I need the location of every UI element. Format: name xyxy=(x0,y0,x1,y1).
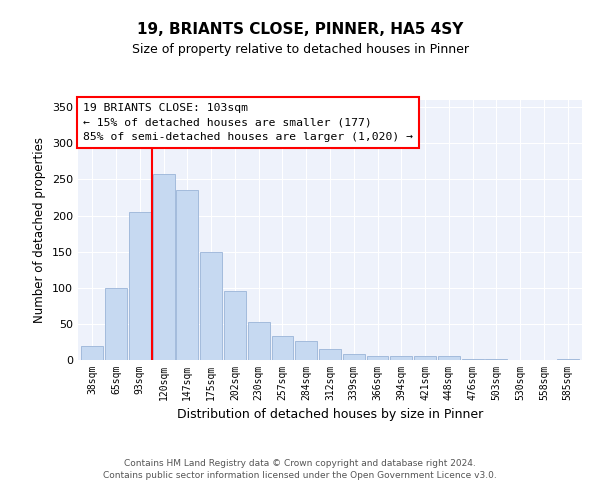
Bar xyxy=(438,356,460,360)
Text: 19 BRIANTS CLOSE: 103sqm
← 15% of detached houses are smaller (177)
85% of semi-: 19 BRIANTS CLOSE: 103sqm ← 15% of detach… xyxy=(83,102,413,142)
Bar xyxy=(462,358,484,360)
Bar xyxy=(248,322,269,360)
Y-axis label: Number of detached properties: Number of detached properties xyxy=(34,137,46,323)
Bar xyxy=(129,212,151,360)
Bar xyxy=(367,356,388,360)
Text: 19, BRIANTS CLOSE, PINNER, HA5 4SY: 19, BRIANTS CLOSE, PINNER, HA5 4SY xyxy=(137,22,463,38)
Text: Contains HM Land Registry data © Crown copyright and database right 2024.
Contai: Contains HM Land Registry data © Crown c… xyxy=(103,458,497,480)
Bar xyxy=(82,346,103,360)
Bar xyxy=(414,356,436,360)
Bar xyxy=(105,288,127,360)
Bar xyxy=(343,354,365,360)
Bar xyxy=(272,336,293,360)
Bar xyxy=(200,252,222,360)
Text: Size of property relative to detached houses in Pinner: Size of property relative to detached ho… xyxy=(131,42,469,56)
Bar xyxy=(319,349,341,360)
Bar xyxy=(391,356,412,360)
Bar xyxy=(224,292,246,360)
Bar xyxy=(295,340,317,360)
Bar xyxy=(176,190,198,360)
X-axis label: Distribution of detached houses by size in Pinner: Distribution of detached houses by size … xyxy=(177,408,483,422)
Bar xyxy=(152,174,175,360)
